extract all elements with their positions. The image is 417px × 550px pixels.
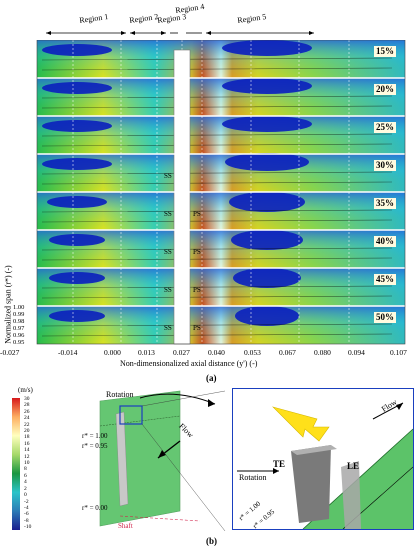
span-label-45: 45% — [374, 274, 396, 285]
colorbar-label: 12 — [24, 453, 30, 460]
colorbar-label: 14 — [24, 447, 30, 454]
span-label-40: 40% — [374, 236, 396, 247]
colorbar-label: -10 — [24, 524, 32, 531]
rotation-label: Rotation — [106, 390, 134, 399]
x-axis-label: Non-dimensionalized axial distance (y') … — [120, 359, 258, 368]
colorbar-label: -2 — [24, 498, 29, 505]
x-tick: 0.107 — [390, 348, 407, 357]
colorbar-label: 10 — [24, 460, 30, 467]
colorbar-labels: 30 28 26 24 22 20 18 16 14 12 10 8 6 4 2… — [24, 396, 31, 531]
colorbar-label: -4 — [24, 504, 29, 511]
y-tick: 0.98 — [13, 318, 25, 325]
colorbar: (m/s) 30 28 26 24 22 20 18 16 14 12 10 8… — [4, 386, 44, 536]
shaft-label: Shaft — [118, 522, 133, 530]
colorbar-label: -6 — [24, 511, 29, 518]
velocity-vectors — [41, 57, 393, 337]
caption-a: (a) — [206, 373, 217, 383]
y-axis-ticks: 1.00 0.99 0.98 0.97 0.96 0.95 — [13, 304, 35, 346]
x-axis-ticks: -0.027 -0.014 0.000 0.013 0.027 0.040 0.… — [0, 348, 417, 360]
ps-label-45: PS — [193, 286, 201, 294]
region-header: Region 1 Region 2 Region 3 Region 4 Regi… — [38, 0, 417, 42]
inset-box: TE LE Rotation Flow r* = 1.00 r* = 0.95 — [232, 388, 414, 530]
x-tick: 0.000 — [104, 348, 121, 357]
colorbar-label: 28 — [24, 402, 30, 409]
contour-plot — [36, 39, 406, 345]
colorbar-label: 0 — [24, 492, 27, 499]
ps-label-35: PS — [193, 210, 201, 218]
colorbar-unit: (m/s) — [18, 386, 33, 394]
inset-blade — [291, 445, 331, 523]
panel-b: (m/s) 30 28 26 24 22 20 18 16 14 12 10 8… — [0, 386, 417, 550]
contour-panel: 15% 20% 25% 30% 35% 40% 45% 50% SS SS PS… — [32, 39, 409, 350]
zoom-box — [119, 405, 143, 425]
meridional-plane — [99, 390, 181, 527]
blade-3d-sketch — [99, 390, 226, 532]
span-label-35: 35% — [374, 198, 396, 209]
r-top-label: r* = 1.00 — [82, 432, 108, 440]
y-tick: 0.95 — [13, 339, 25, 346]
rotation-arrow — [139, 393, 216, 405]
colorbar-label: 6 — [24, 472, 27, 479]
r-mid-label: r* = 0.95 — [82, 442, 108, 450]
colorbar-label: 4 — [24, 479, 27, 486]
colorbar-label: 24 — [24, 415, 30, 422]
band-separators — [37, 77, 405, 307]
colorbar-label: 20 — [24, 428, 30, 435]
te-label: TE — [273, 459, 286, 469]
vortex-blobs — [42, 40, 312, 326]
ss-label-35: SS — [164, 210, 172, 218]
x-tick: -0.014 — [58, 348, 78, 357]
colorbar-label: 16 — [24, 440, 30, 447]
x-tick: 0.053 — [244, 348, 261, 357]
inset-sketch — [237, 402, 413, 529]
y-tick: 1.00 — [13, 304, 25, 311]
colorbar-label: 30 — [24, 396, 30, 402]
span-label-20: 20% — [374, 84, 396, 95]
colorbar-label: 22 — [24, 421, 30, 428]
ss-label-30: SS — [164, 172, 172, 180]
le-label: LE — [347, 461, 360, 471]
ps-label-40: PS — [193, 248, 201, 256]
region-arrows — [46, 31, 314, 35]
inset-flow-arrow — [271, 406, 330, 442]
x-tick: 0.027 — [173, 348, 190, 357]
ss-label-45: SS — [164, 286, 172, 294]
colorbar-label: -8 — [24, 517, 29, 524]
y-axis-label: Normalized span (r*) (-) — [3, 265, 13, 344]
x-tick: 0.080 — [314, 348, 331, 357]
inset-rotation-label: Rotation — [239, 473, 267, 482]
x-tick: 0.040 — [208, 348, 225, 357]
x-tick: 0.094 — [348, 348, 365, 357]
colorbar-label: 8 — [24, 466, 27, 473]
x-tick: 0.067 — [279, 348, 296, 357]
blade — [115, 411, 129, 507]
span-label-50: 50% — [374, 312, 396, 323]
y-tick: 0.96 — [13, 332, 25, 339]
caption-b: (b) — [206, 536, 217, 546]
r-bottom-label: r* = 0.00 — [82, 504, 108, 512]
ps-label-50: PS — [193, 324, 201, 332]
colorbar-label: 18 — [24, 434, 30, 441]
x-tick: 0.013 — [138, 348, 155, 357]
ss-label-40: SS — [164, 248, 172, 256]
colorbar-label: 2 — [24, 485, 27, 492]
colorbar-label: 26 — [24, 408, 30, 415]
x-tick: -0.027 — [0, 348, 20, 357]
span-label-25: 25% — [374, 122, 396, 133]
colorbar-gradient — [12, 398, 20, 530]
y-tick: 0.97 — [13, 325, 25, 332]
y-tick: 0.99 — [13, 311, 25, 318]
blade-profile — [173, 49, 191, 345]
shaft-line — [119, 515, 201, 522]
ss-label-50: SS — [164, 324, 172, 332]
span-label-30: 30% — [374, 160, 396, 171]
span-label-15: 15% — [374, 46, 396, 57]
